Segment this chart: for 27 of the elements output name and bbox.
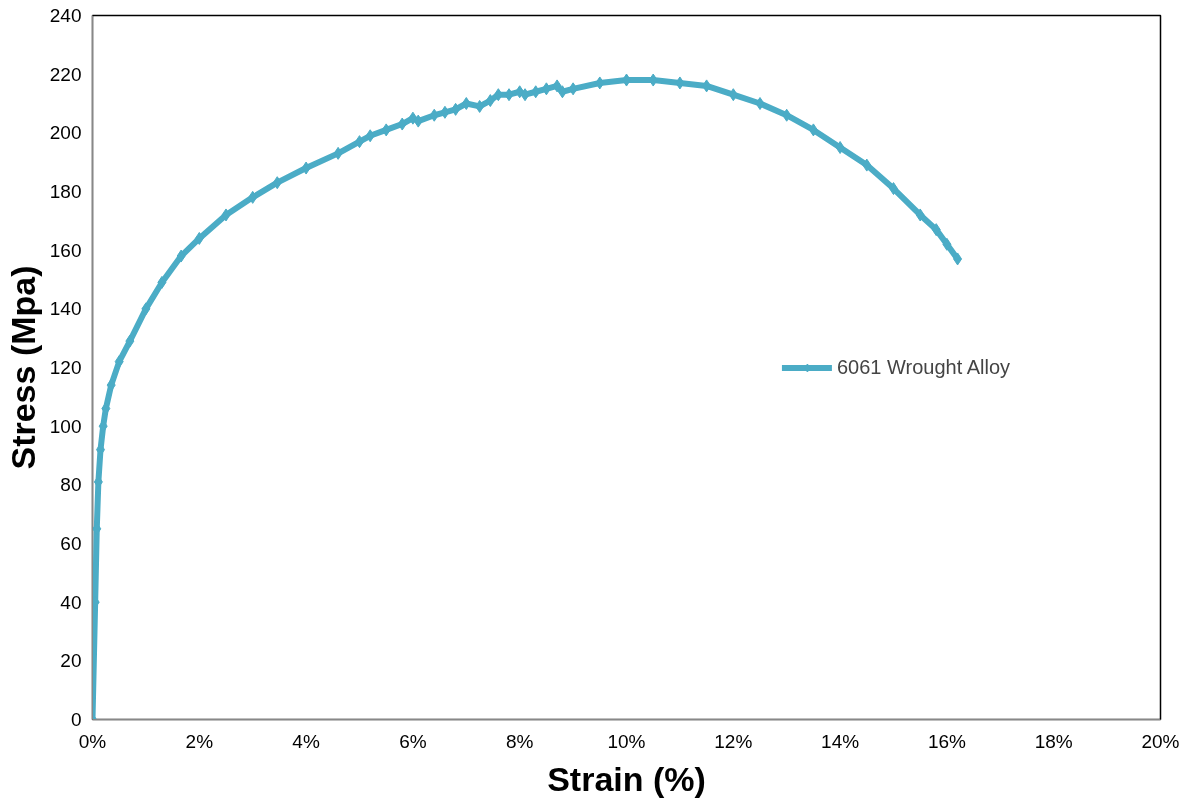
y-tick-label: 220 <box>49 63 82 85</box>
x-tick-label: 4% <box>292 730 320 752</box>
y-tick-label: 60 <box>60 533 82 554</box>
y-tick-label: 240 <box>49 5 82 26</box>
y-tick-label: 140 <box>49 298 82 320</box>
x-tick-label: 6% <box>399 730 427 752</box>
y-axis-title: Stress (Mpa) <box>3 265 42 470</box>
x-tick-label: 10% <box>607 730 646 752</box>
legend-label: 6061 Wrought Alloy <box>836 355 1010 379</box>
x-tick-label: 0% <box>78 730 107 752</box>
y-tick-label: 20 <box>60 650 82 672</box>
x-axis-title: Strain (%) <box>547 759 706 798</box>
y-tick-label: 0 <box>70 709 82 730</box>
x-tick-label: 18% <box>1034 730 1073 752</box>
y-tick-label: 160 <box>49 239 82 261</box>
x-tick-label: 20% <box>1141 730 1180 752</box>
x-tick-label: 14% <box>821 730 860 752</box>
x-tick-label: 8% <box>505 730 534 752</box>
y-tick-label: 200 <box>49 122 82 144</box>
x-tick-label: 12% <box>714 730 753 752</box>
x-tick-label: 16% <box>927 730 967 752</box>
y-tick-label: 120 <box>49 357 82 378</box>
x-tick-label: 2% <box>185 730 214 752</box>
y-tick-label: 40 <box>60 591 82 613</box>
y-tick-label: 180 <box>49 181 82 202</box>
y-tick-label: 80 <box>60 474 82 496</box>
y-tick-label: 100 <box>49 415 82 437</box>
